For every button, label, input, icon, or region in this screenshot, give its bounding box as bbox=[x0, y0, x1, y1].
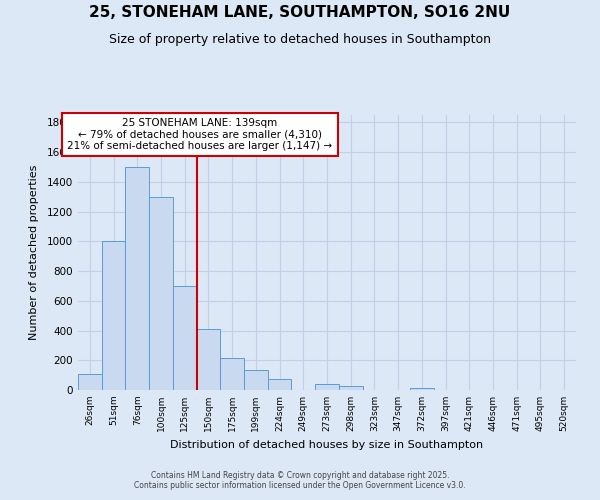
Text: 25, STONEHAM LANE, SOUTHAMPTON, SO16 2NU: 25, STONEHAM LANE, SOUTHAMPTON, SO16 2NU bbox=[89, 5, 511, 20]
Bar bbox=[315, 384, 339, 390]
Bar bbox=[220, 358, 244, 390]
Text: Size of property relative to detached houses in Southampton: Size of property relative to detached ho… bbox=[109, 32, 491, 46]
Bar bbox=[197, 329, 220, 390]
Bar bbox=[244, 370, 268, 390]
Bar bbox=[339, 386, 362, 390]
Y-axis label: Number of detached properties: Number of detached properties bbox=[29, 165, 38, 340]
Bar bbox=[410, 388, 434, 390]
Bar bbox=[268, 379, 292, 390]
Bar bbox=[78, 374, 102, 390]
Text: Contains HM Land Registry data © Crown copyright and database right 2025.
Contai: Contains HM Land Registry data © Crown c… bbox=[134, 470, 466, 490]
Bar bbox=[173, 286, 197, 390]
Text: 25 STONEHAM LANE: 139sqm
← 79% of detached houses are smaller (4,310)
21% of sem: 25 STONEHAM LANE: 139sqm ← 79% of detach… bbox=[67, 118, 332, 151]
X-axis label: Distribution of detached houses by size in Southampton: Distribution of detached houses by size … bbox=[170, 440, 484, 450]
Bar bbox=[149, 197, 173, 390]
Bar bbox=[102, 242, 125, 390]
Bar bbox=[125, 167, 149, 390]
